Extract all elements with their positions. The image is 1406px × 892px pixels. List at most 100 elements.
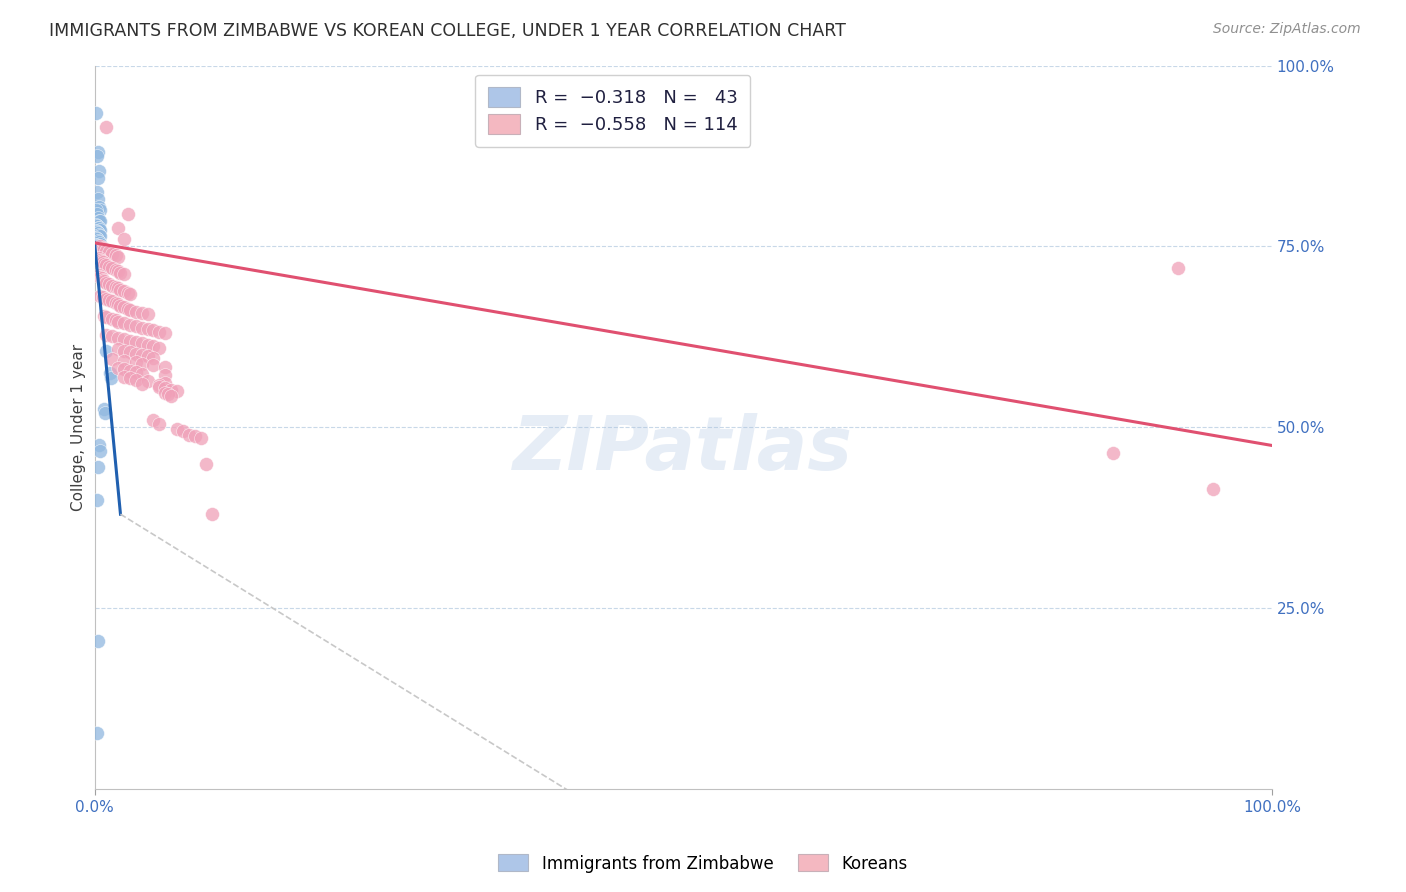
Point [89, 229, 111, 244]
Point [118, 318, 141, 332]
Point [96, 120, 118, 134]
Point [107, 281, 129, 295]
Legend: Immigrants from Zimbabwe, Koreans: Immigrants from Zimbabwe, Koreans [492, 847, 914, 880]
Point [89, 214, 111, 228]
Point [93, 257, 115, 271]
Point [156, 387, 179, 401]
Point [112, 232, 135, 246]
Point [110, 266, 132, 280]
Point [101, 352, 124, 367]
Point [87, 170, 110, 185]
Point [107, 361, 129, 376]
Point [125, 373, 148, 387]
Point [131, 357, 153, 371]
Point [112, 353, 135, 368]
Point [89, 438, 111, 452]
Point [101, 246, 124, 260]
Point [89, 163, 111, 178]
Point [110, 299, 132, 313]
Point [87, 227, 110, 241]
Point [89, 200, 111, 214]
Point [96, 292, 118, 306]
Point [172, 424, 194, 438]
Point [87, 145, 110, 160]
Point [89, 235, 111, 249]
Text: Source: ZipAtlas.com: Source: ZipAtlas.com [1213, 22, 1361, 37]
Point [142, 323, 165, 337]
Point [96, 258, 118, 272]
Point [101, 278, 124, 293]
Point [89, 251, 111, 265]
Point [125, 346, 148, 360]
Point [125, 319, 148, 334]
Point [93, 243, 115, 257]
Point [86, 232, 108, 246]
Y-axis label: College, Under 1 year: College, Under 1 year [72, 343, 86, 511]
Point [107, 250, 129, 264]
Point [125, 304, 148, 318]
Point [112, 369, 135, 384]
Point [93, 402, 115, 417]
Point [107, 297, 129, 311]
Point [160, 383, 183, 397]
Point [112, 285, 135, 299]
Legend: R =  −0.318   N =   43, R =  −0.558   N = 114: R = −0.318 N = 43, R = −0.558 N = 114 [475, 75, 751, 147]
Point [93, 274, 115, 288]
Point [118, 334, 141, 348]
Point [1102, 446, 1125, 460]
Point [142, 413, 165, 427]
Point [104, 248, 127, 262]
Point [101, 311, 124, 326]
Point [142, 358, 165, 372]
Point [84, 105, 107, 120]
Point [195, 457, 218, 471]
Point [89, 269, 111, 284]
Point [155, 385, 177, 400]
Point [86, 492, 108, 507]
Point [155, 359, 177, 374]
Point [160, 388, 183, 402]
Point [107, 343, 129, 357]
Point [112, 316, 135, 330]
Point [148, 341, 170, 355]
Point [84, 231, 107, 245]
Point [1202, 482, 1225, 496]
Point [131, 348, 153, 362]
Point [166, 422, 188, 436]
Point [125, 334, 148, 349]
Point [131, 367, 153, 381]
Point [96, 276, 118, 290]
Point [155, 376, 177, 390]
Point [155, 381, 177, 395]
Point [118, 287, 141, 301]
Point [86, 185, 108, 199]
Point [131, 320, 153, 334]
Point [136, 374, 159, 388]
Point [101, 261, 124, 276]
Point [155, 326, 177, 341]
Point [117, 285, 139, 300]
Point [148, 325, 170, 339]
Point [89, 288, 111, 302]
Point [136, 322, 159, 336]
Point [112, 267, 135, 281]
Point [96, 344, 118, 359]
Point [142, 339, 165, 353]
Point [112, 343, 135, 358]
Text: ZIPatlas: ZIPatlas [513, 413, 853, 485]
Point [90, 254, 112, 268]
Point [91, 290, 114, 304]
Point [87, 234, 110, 248]
Point [86, 207, 108, 221]
Point [90, 271, 112, 285]
Point [100, 371, 122, 385]
Point [107, 221, 129, 235]
Point [91, 255, 114, 269]
Point [117, 207, 139, 221]
Point [112, 362, 135, 376]
Point [183, 429, 205, 443]
Point [101, 329, 124, 343]
Point [107, 331, 129, 345]
Point [89, 268, 111, 283]
Point [117, 301, 139, 316]
